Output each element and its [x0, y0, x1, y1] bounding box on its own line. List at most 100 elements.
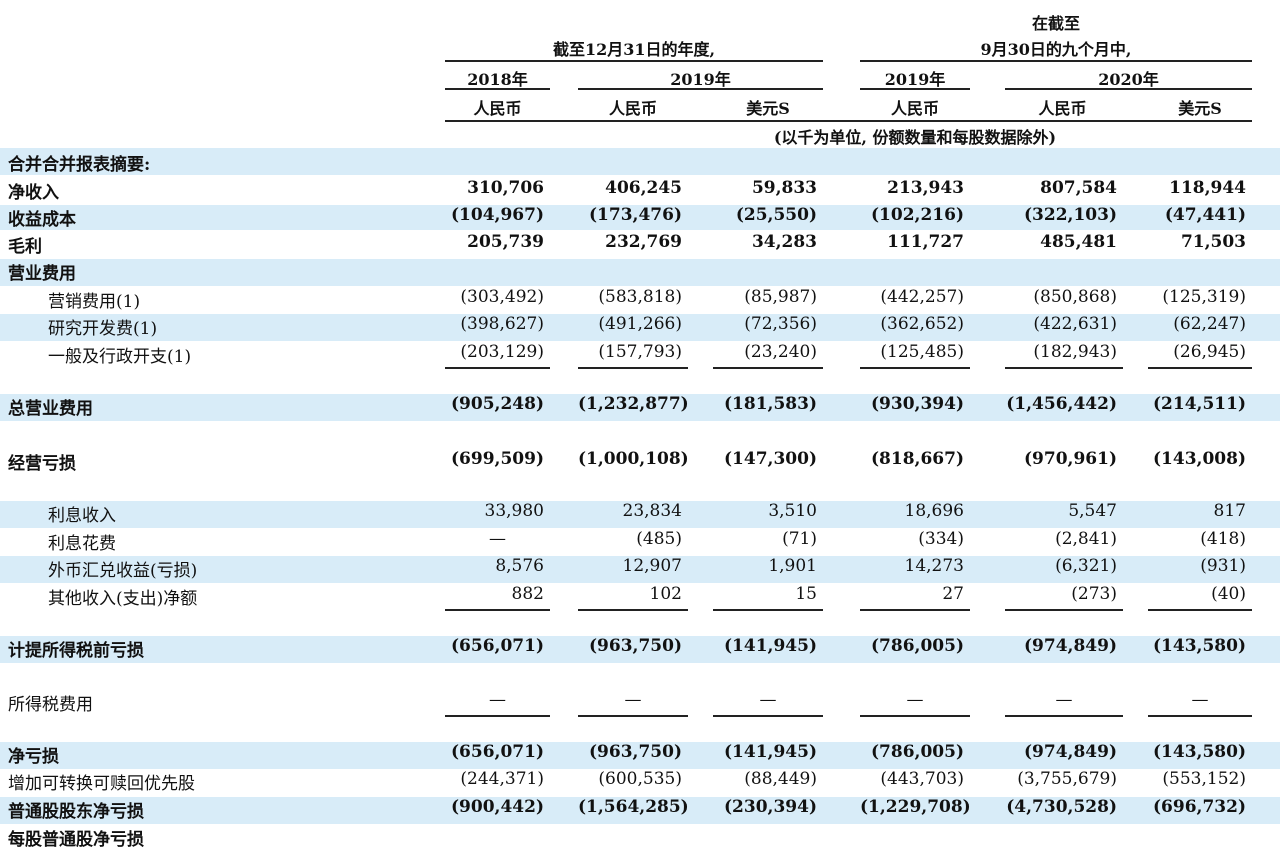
table-cell: (600,535)	[598, 769, 682, 789]
table-cell: (656,071)	[451, 742, 544, 762]
table-cell: 205,739	[467, 232, 544, 252]
subtotal-rule	[1005, 609, 1123, 611]
row-label: 每股普通股净亏损	[8, 830, 144, 850]
year-2020-nine-months: 2020年	[1098, 70, 1159, 89]
right-period-title-line2: 9月30日的九个月中,	[980, 40, 1132, 59]
table-cell: (173,476)	[589, 205, 682, 225]
table-cell: (699,509)	[451, 449, 544, 469]
table-cell: (88,449)	[744, 769, 817, 789]
subtotal-rule	[445, 609, 550, 611]
table-cell: (6,321)	[1055, 556, 1117, 576]
table-cell: (963,750)	[589, 636, 682, 656]
row-label: 营销费用(1)	[48, 292, 141, 312]
table-cell: 1,901	[768, 556, 817, 576]
table-cell: (62,247)	[1173, 314, 1246, 334]
table-cell: 310,706	[467, 178, 544, 198]
row-label: 一般及行政开支(1)	[48, 347, 192, 367]
table-cell: (26,945)	[1173, 342, 1246, 362]
table-cell: (143,580)	[1153, 742, 1246, 762]
table-cell: (244,371)	[460, 769, 544, 789]
currency-rule	[445, 120, 1252, 122]
table-cell: (141,945)	[724, 636, 817, 656]
table-cell: (143,580)	[1153, 636, 1246, 656]
table-cell: 807,584	[1040, 178, 1117, 198]
table-cell: (905,248)	[451, 394, 544, 414]
table-cell: (786,005)	[871, 636, 964, 656]
row-highlight-band	[0, 501, 1280, 528]
row-highlight-band	[0, 148, 1280, 175]
currency-col-6: 美元S	[1178, 99, 1222, 118]
table-cell: —	[759, 690, 777, 710]
table-cell: (322,103)	[1024, 205, 1117, 225]
table-cell: 213,943	[887, 178, 964, 198]
table-cell: (398,627)	[460, 314, 544, 334]
left-period-rule	[445, 60, 823, 62]
table-cell: 3,510	[768, 501, 817, 521]
row-label: 利息收入	[48, 506, 116, 526]
table-cell: (1,456,442)	[1006, 394, 1117, 414]
table-cell: 102	[649, 584, 682, 604]
year-2019-annual: 2019年	[670, 70, 731, 89]
table-cell: (102,216)	[871, 205, 964, 225]
table-cell: (72,356)	[744, 314, 817, 334]
table-cell: (85,987)	[744, 287, 817, 307]
row-highlight-band	[0, 394, 1280, 421]
subtotal-rule	[445, 367, 550, 369]
subtotal-rule	[578, 367, 688, 369]
table-cell: (25,550)	[735, 205, 817, 225]
table-cell: (47,441)	[1164, 205, 1246, 225]
table-cell: (203,129)	[460, 342, 544, 362]
table-cell: (418)	[1200, 529, 1246, 549]
subtotal-rule	[1005, 715, 1123, 717]
table-cell: 27	[942, 584, 964, 604]
table-cell: (4,730,528)	[1006, 797, 1117, 817]
row-highlight-band	[0, 797, 1280, 824]
table-cell: (303,492)	[460, 287, 544, 307]
table-cell: —	[1191, 690, 1209, 710]
subtotal-rule	[713, 367, 823, 369]
row-highlight-band	[0, 556, 1280, 583]
right-period-title-line1: 在截至	[1031, 14, 1080, 33]
table-cell: (850,868)	[1033, 287, 1117, 307]
table-cell: 232,769	[605, 232, 682, 252]
row-label: 毛利	[8, 237, 42, 257]
table-cell: (141,945)	[724, 742, 817, 762]
table-cell: —	[906, 690, 924, 710]
row-label: 外币汇兑收益(亏损)	[48, 561, 198, 581]
table-cell: 111,727	[887, 232, 964, 252]
table-cell: 8,576	[495, 556, 544, 576]
currency-col-5: 人民币	[1038, 99, 1087, 118]
table-cell: (230,394)	[724, 797, 817, 817]
table-cell: (2,841)	[1055, 529, 1117, 549]
table-cell: (362,652)	[880, 314, 964, 334]
table-cell: (442,257)	[880, 287, 964, 307]
table-cell: (125,485)	[880, 342, 964, 362]
currency-col-1: 人民币	[473, 99, 522, 118]
currency-col-3: 美元S	[746, 99, 790, 118]
table-cell: (974,849)	[1024, 636, 1117, 656]
table-cell: —	[489, 529, 506, 549]
table-cell: (485)	[636, 529, 682, 549]
row-label: 增加可转换可赎回优先股	[8, 774, 195, 794]
table-cell: (583,818)	[598, 287, 682, 307]
left-period-title: 截至12月31日的年度,	[552, 40, 716, 59]
table-cell: (656,071)	[451, 636, 544, 656]
row-label: 所得税费用	[8, 695, 93, 715]
row-label: 净亏损	[8, 747, 59, 767]
row-highlight-band	[0, 259, 1280, 286]
subtotal-rule	[860, 609, 970, 611]
table-cell: (143,008)	[1153, 449, 1246, 469]
year-rule-2020-nine-months	[1005, 88, 1252, 90]
subtotal-rule	[713, 609, 823, 611]
subtotal-rule	[1005, 367, 1123, 369]
table-cell: (1,000,108)	[578, 449, 689, 469]
row-label: 净收入	[8, 183, 59, 203]
table-cell: (974,849)	[1024, 742, 1117, 762]
table-cell: (71)	[782, 529, 817, 549]
table-cell: (181,583)	[724, 394, 817, 414]
table-cell: (182,943)	[1033, 342, 1117, 362]
currency-col-4: 人民币	[890, 99, 939, 118]
year-2019-nine-months: 2019年	[884, 70, 946, 89]
row-label: 普通股股东净亏损	[8, 802, 144, 822]
table-cell: (1,232,877)	[578, 394, 689, 414]
